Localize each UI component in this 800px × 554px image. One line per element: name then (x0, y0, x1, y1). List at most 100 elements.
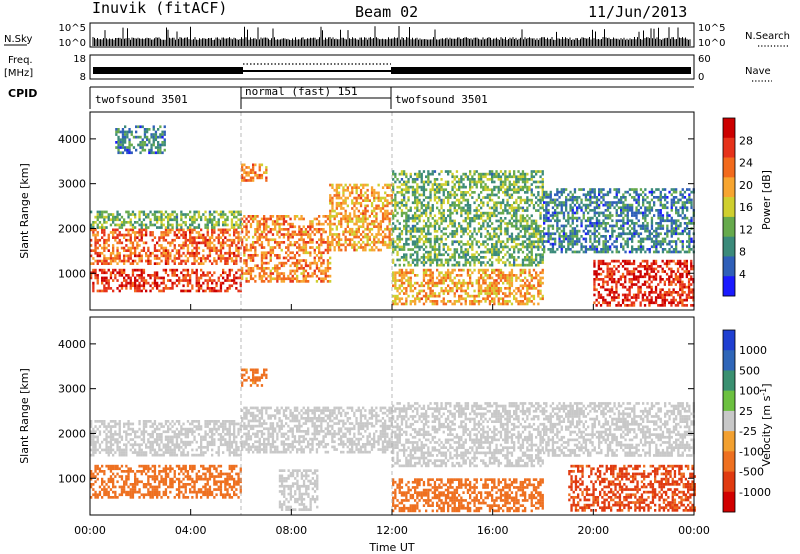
power-cells-cell-2406 (405, 185, 408, 189)
power-cells-cell-3533 (526, 227, 529, 231)
power-cells-cell-160 (162, 287, 165, 290)
power-cells-cell-167 (167, 279, 170, 282)
power-cells-cell-227 (195, 289, 198, 293)
power-cells-cell-4639 (604, 214, 607, 217)
power-cells-cell-4755 (622, 237, 625, 241)
power-cells-cell-142 (153, 281, 157, 285)
power-cells-cell-4873 (642, 211, 645, 215)
power-cells-cell-1480 (274, 246, 277, 249)
power-cells-cell-3685 (541, 243, 544, 246)
power-cells-cell-3781 (416, 274, 419, 277)
power-cells-cell-2713 (436, 253, 439, 257)
power-cells-cell-340 (96, 241, 99, 245)
power-cells-cell-4155 (519, 300, 522, 303)
power-cells-cell-2597 (425, 196, 428, 199)
power-cells-cell-1233 (152, 151, 155, 155)
power-cells-cell-450 (127, 257, 130, 260)
power-cells-cell-533 (153, 236, 157, 239)
power-cells-cell-4057 (493, 302, 496, 306)
power-cells-cell-1316 (247, 272, 250, 275)
power-cells-cell-2220 (381, 186, 385, 189)
power-cells-cell-2024 (351, 230, 354, 234)
power-cells-cell-1210 (146, 128, 149, 131)
power-cells-cell-3590 (532, 175, 536, 179)
power-cells-cell-2802 (447, 214, 450, 218)
power-cells-cell-4659 (606, 216, 610, 220)
power-cells-cell-2650 (429, 240, 432, 244)
power-cells-cell-3594 (532, 206, 536, 210)
power-cells-cell-120 (142, 271, 146, 275)
power-cells-cell-2548 (418, 245, 421, 249)
power-cells-cell-3615 (535, 224, 538, 228)
power-cells-cell-1386 (260, 233, 264, 236)
power-cells-cell-3669 (541, 172, 544, 176)
power-cells-cell-30 (103, 284, 106, 288)
power-cells-cell-3236 (495, 240, 498, 244)
power-cells-cell-4340 (558, 235, 561, 238)
power-cells-cell-1791 (324, 269, 327, 273)
power-cells-cell-4578 (595, 201, 599, 204)
power-cells-cell-3820 (429, 268, 432, 272)
power-cells-cell-4714 (615, 248, 618, 251)
power-cells-cell-412 (116, 251, 119, 255)
power-cells-cell-3740 (403, 287, 406, 290)
power-cells-cell-2709 (436, 235, 439, 238)
power-cells-cell-4254 (545, 211, 548, 215)
power-cells-cell-2304 (392, 222, 395, 225)
power-cells-cell-4159 (521, 279, 525, 282)
power-cells-cell-3898 (449, 300, 452, 303)
power-cells-cell-1931 (337, 183, 341, 187)
power-cells-cell-2337 (396, 211, 399, 215)
power-cells-cell-2045 (355, 183, 358, 187)
power-cells-cell-1943 (337, 238, 341, 241)
power-cells-cell-531 (151, 238, 154, 242)
power-cells-cell-1685 (307, 230, 310, 234)
power-cells-cell-718 (204, 238, 207, 242)
power-cells-cell-733 (208, 238, 212, 242)
power-cells-cell-125 (142, 287, 146, 290)
power-cells-cell-3634 (537, 224, 540, 228)
power-cells-cell-831 (235, 228, 238, 232)
power-cells-cell-2645 (429, 214, 432, 218)
power-cells-cell-4566 (593, 224, 596, 228)
power-cells-cell-1202 (141, 148, 144, 152)
power-cells-cell-4728 (620, 198, 623, 202)
power-cells-cell-3698 (392, 302, 395, 306)
power-cells-cell-4604 (598, 232, 601, 236)
power-cells-cell-1924 (335, 214, 338, 218)
power-cells-cell-4412 (569, 232, 572, 236)
power-cells-cell-3022 (471, 240, 474, 244)
power-cells-cell-4463 (576, 235, 579, 238)
power-cells-cell-2980 (466, 232, 470, 236)
power-cells-cell-1715 (311, 246, 314, 249)
power-cells-cell-1794 (324, 277, 327, 281)
power-cells-cell-2982 (466, 243, 470, 246)
power-cells-cell-614 (175, 257, 179, 260)
power-cells-cell-3153 (486, 243, 489, 246)
power-cells-cell-1337 (252, 241, 255, 244)
power-cells-cell-2018 (351, 199, 354, 202)
power-cells-cell-3643 (537, 253, 540, 257)
power-cells-cell-1060 (206, 221, 209, 224)
power-cells-cell-830 (233, 262, 236, 265)
power-cells-cell-4586 (595, 229, 599, 233)
power-cells-cell-4583 (595, 219, 599, 223)
power-cells-cell-3256 (497, 237, 500, 241)
power-cells-cell-3994 (480, 274, 483, 277)
power-cells-cell-1482 (274, 264, 277, 268)
power-cells-cell-1869 (265, 171, 268, 174)
power-cells-cell-2730 (438, 237, 441, 241)
power-cells-cell-1759 (320, 235, 323, 239)
power-cells-cell-1182 (132, 135, 136, 139)
power-cells-cell-2788 (444, 243, 448, 246)
power-cells-cell-4371 (562, 232, 566, 236)
power-cells-cell-4003 (482, 276, 485, 280)
power-cells-cell-1700 (309, 238, 312, 242)
power-cells-cell-2735 (438, 253, 441, 257)
power-cells-cell-4573 (593, 245, 596, 249)
power-cells-cell-739 (208, 254, 212, 258)
power-cells-cell-192 (182, 268, 185, 272)
power-cells-cell-1739 (315, 274, 319, 278)
power-cells-cell-2268 (388, 217, 391, 221)
power-cells-cell-3174 (488, 250, 492, 254)
